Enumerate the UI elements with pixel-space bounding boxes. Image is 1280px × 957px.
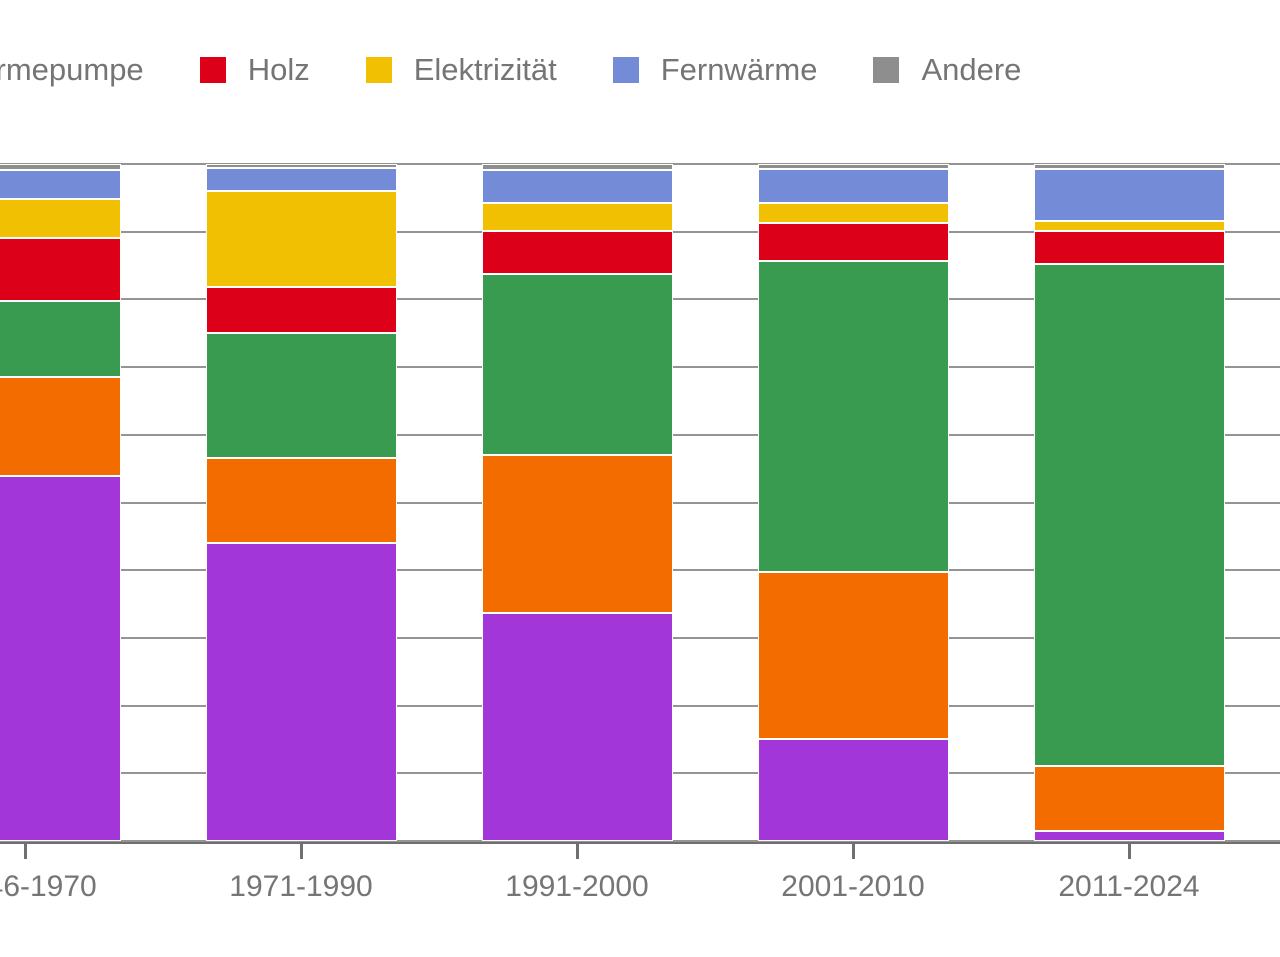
x-axis-label-1946-1970: 1946-1970 <box>0 870 97 903</box>
legend-item-holz: Holz <box>199 52 310 88</box>
legend-swatch-icon <box>199 57 226 83</box>
bar-segment-Elektrizität <box>0 199 121 239</box>
bar-segment-Andere <box>0 164 121 171</box>
bar-segment-#A336D9 <box>757 738 949 841</box>
bar-segment-Andere <box>481 164 673 171</box>
bar-segment-Wärmepumpe <box>757 260 949 573</box>
x-axis-tick <box>575 844 579 859</box>
x-axis-label-2001-2010: 2001-2010 <box>781 870 925 903</box>
legend: Wärmepumpe Holz Elektrizität Fernwärme Ander… <box>0 52 1021 88</box>
bar-column-1946-1970 <box>0 164 121 841</box>
legend-item-andere: Andere <box>873 52 1021 88</box>
bar-segment-#A336D9 <box>0 476 121 841</box>
bar-segment-Holz <box>1033 231 1225 265</box>
bar-segment-Wärmepumpe <box>1033 264 1225 766</box>
legend-label: Fernwärme <box>660 52 818 87</box>
bar-segment-Holz <box>205 287 397 333</box>
x-axis-tick <box>23 844 27 859</box>
bar-segment-#F26C00 <box>757 572 949 739</box>
legend-label: Wärmepumpe <box>0 52 144 87</box>
bar-segment-#F26C00 <box>1033 765 1225 831</box>
bar-segment-Holz <box>0 238 121 302</box>
bar-column-1971-1990 <box>205 164 397 841</box>
bar-segment-#A336D9 <box>481 612 673 841</box>
x-axis-label-1971-1990: 1971-1990 <box>229 870 373 903</box>
bar-segment-Elektrizität <box>481 203 673 232</box>
bar-segment-Andere <box>757 164 949 170</box>
bar-segment-Fernwärme <box>205 168 397 192</box>
legend-label: Elektrizität <box>413 52 557 87</box>
bar-segment-#F26C00 <box>0 377 121 477</box>
bar-segment-Elektrizität <box>1033 220 1225 232</box>
bar-segment-#F26C00 <box>481 455 673 613</box>
legend-label: Andere <box>921 52 1022 87</box>
bar-segment-Holz <box>757 222 949 261</box>
x-axis-label-1991-2000: 1991-2000 <box>505 870 649 903</box>
bar-column-1991-2000 <box>481 164 673 841</box>
gridline-0pct <box>0 840 1280 842</box>
x-axis-tick <box>851 844 855 859</box>
bar-segment-Fernwärme <box>481 170 673 204</box>
legend-swatch-icon <box>612 57 639 83</box>
bar-segment-Wärmepumpe <box>0 301 121 378</box>
bar-segment-Elektrizität <box>205 191 397 288</box>
legend-swatch-icon <box>365 57 392 83</box>
legend-item-fernwrme: Fernwärme <box>612 52 818 88</box>
legend-label: Holz <box>247 52 310 87</box>
bar-segment-Andere <box>205 164 397 169</box>
legend-swatch-icon <box>873 57 900 83</box>
bar-segment-#A336D9 <box>205 543 397 841</box>
bar-segment-Wärmepumpe <box>205 332 397 458</box>
x-axis-label-2011-2024: 2011-2024 <box>1058 870 1200 903</box>
plot-area: 1946-1970 1971-1990 1991-2000 2001-2010 2011… <box>0 163 1280 903</box>
bar-column-2001-2010 <box>757 164 949 841</box>
bar-segment-Elektrizität <box>757 202 949 223</box>
bar-segment-#F26C00 <box>205 457 397 544</box>
bar-segment-Holz <box>481 231 673 275</box>
x-axis-tick <box>299 844 303 859</box>
bar-segment-#A336D9 <box>1033 830 1225 841</box>
gridline-100pct <box>0 163 1280 165</box>
bar-column-2011-2024 <box>1033 164 1225 841</box>
bar-segment-Wärmepumpe <box>481 274 673 456</box>
bar-segment-Andere <box>1033 164 1225 170</box>
bar-segment-Fernwärme <box>0 170 121 200</box>
bar-segment-Fernwärme <box>757 169 949 203</box>
legend-item-elektrizitt: Elektrizität <box>365 52 557 88</box>
x-axis-tick <box>1127 844 1131 859</box>
bar-segment-Fernwärme <box>1033 169 1225 221</box>
legend-item-wrmepumpe: Wärmepumpe <box>0 52 144 88</box>
